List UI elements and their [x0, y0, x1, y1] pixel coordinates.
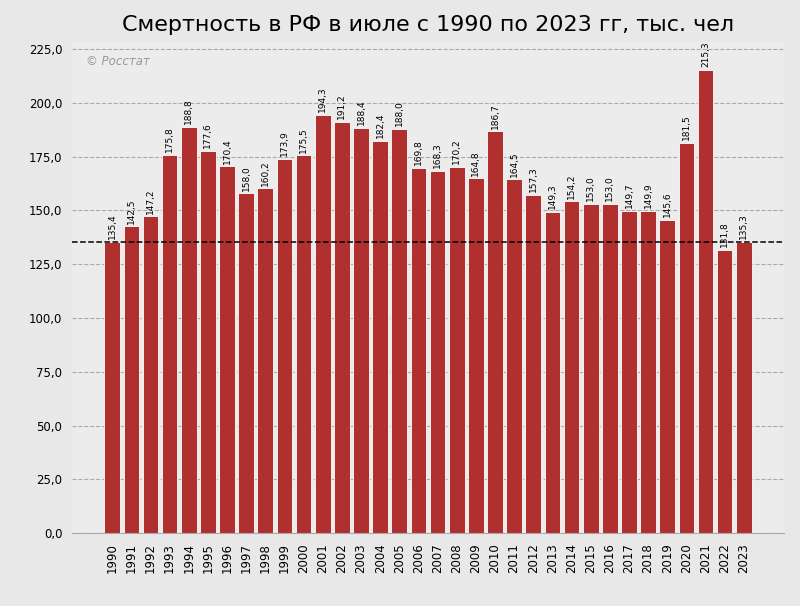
Text: 131,8: 131,8	[720, 221, 729, 247]
Bar	[315, 115, 330, 533]
Text: 215,3: 215,3	[701, 42, 710, 67]
Text: 173,9: 173,9	[280, 130, 289, 156]
Bar	[219, 167, 235, 533]
Text: 164,8: 164,8	[471, 150, 480, 176]
Bar	[640, 210, 656, 533]
Bar	[506, 179, 522, 533]
Bar	[449, 167, 465, 533]
Bar	[277, 159, 292, 533]
Title: Смертность в РФ в июле с 1990 по 2023 гг, тыс. чел: Смертность в РФ в июле с 1990 по 2023 гг…	[122, 15, 734, 35]
Text: 182,4: 182,4	[376, 113, 385, 138]
Bar	[698, 70, 714, 533]
Text: 170,4: 170,4	[222, 138, 231, 164]
Bar	[391, 128, 407, 533]
Bar	[602, 204, 618, 533]
Bar	[430, 171, 446, 533]
Bar	[372, 141, 388, 533]
Text: 160,2: 160,2	[261, 160, 270, 186]
Text: 149,7: 149,7	[625, 183, 634, 208]
Text: 135,3: 135,3	[739, 214, 748, 239]
Bar	[659, 220, 675, 533]
Text: 188,0: 188,0	[394, 100, 404, 126]
Text: 142,5: 142,5	[127, 198, 136, 224]
Bar	[736, 242, 752, 533]
Bar	[296, 156, 311, 533]
Text: 153,0: 153,0	[606, 176, 614, 201]
Text: © Росстат: © Росстат	[86, 55, 150, 68]
Text: 145,6: 145,6	[662, 191, 672, 217]
Text: 175,8: 175,8	[165, 127, 174, 152]
Bar	[162, 155, 178, 533]
Text: 164,5: 164,5	[510, 151, 518, 176]
Text: 170,2: 170,2	[452, 139, 462, 164]
Text: 181,5: 181,5	[682, 114, 691, 140]
Text: 135,4: 135,4	[108, 213, 117, 239]
Bar	[258, 188, 273, 533]
Bar	[142, 216, 158, 533]
Text: 168,3: 168,3	[433, 142, 442, 168]
Text: 157,3: 157,3	[529, 166, 538, 192]
Bar	[334, 122, 350, 533]
Bar	[123, 227, 139, 533]
Bar	[545, 212, 560, 533]
Bar	[200, 151, 216, 533]
Bar	[583, 204, 598, 533]
Bar	[468, 179, 484, 533]
Bar	[353, 128, 369, 533]
Bar	[104, 242, 120, 533]
Bar	[621, 211, 637, 533]
Text: 154,2: 154,2	[567, 173, 576, 199]
Text: 186,7: 186,7	[490, 103, 499, 128]
Bar	[678, 142, 694, 533]
Text: 188,8: 188,8	[184, 99, 194, 124]
Text: 177,6: 177,6	[203, 122, 213, 148]
Text: 147,2: 147,2	[146, 188, 155, 214]
Bar	[564, 201, 579, 533]
Text: 149,9: 149,9	[643, 182, 653, 208]
Text: 169,8: 169,8	[414, 139, 423, 165]
Text: 175,5: 175,5	[299, 127, 308, 153]
Bar	[410, 168, 426, 533]
Bar	[181, 127, 197, 533]
Bar	[526, 195, 541, 533]
Text: 188,4: 188,4	[357, 99, 366, 125]
Text: 191,2: 191,2	[338, 93, 346, 119]
Text: 153,0: 153,0	[586, 176, 595, 201]
Bar	[487, 132, 503, 533]
Text: 149,3: 149,3	[548, 184, 557, 209]
Text: 158,0: 158,0	[242, 165, 250, 190]
Bar	[238, 193, 254, 533]
Bar	[717, 250, 733, 533]
Text: 194,3: 194,3	[318, 87, 327, 112]
